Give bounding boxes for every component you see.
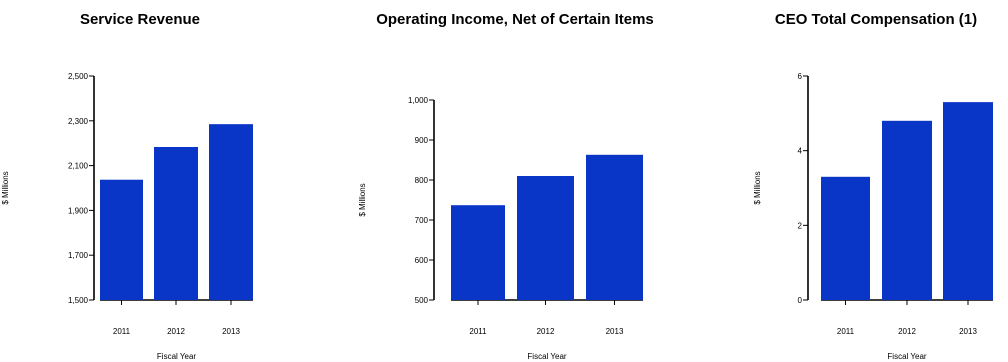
y-tick-label: 500 (415, 296, 429, 305)
x-tick-label: 2011 (837, 327, 855, 336)
bar (154, 147, 198, 300)
chart-title-service-revenue: Service Revenue (79, 11, 201, 28)
x-tick-label: 2012 (167, 327, 185, 336)
x-tick-label: 2013 (959, 327, 977, 336)
y-axis-title: $ Millions (1, 171, 10, 204)
y-tick-label: 700 (415, 216, 429, 225)
y-tick-label: 0 (798, 296, 803, 305)
y-tick-label: 800 (415, 176, 429, 185)
x-tick-label: 2013 (606, 327, 624, 336)
y-tick-label: 900 (415, 136, 429, 145)
y-tick-label: 1,500 (68, 296, 89, 305)
y-tick-label: 2,300 (68, 117, 89, 126)
bar (882, 120, 932, 300)
y-axis-title: $ Millions (358, 183, 367, 216)
bar (451, 205, 505, 300)
bar (209, 124, 253, 300)
y-tick-label: 2 (798, 221, 803, 230)
bar (100, 179, 143, 300)
bar (821, 176, 870, 300)
y-tick-label: 4 (798, 147, 803, 156)
x-axis-title: Fiscal Year (527, 352, 566, 361)
y-tick-label: 6 (798, 72, 803, 81)
x-axis-title: Fiscal Year (157, 352, 196, 361)
x-tick-label: 2012 (537, 327, 555, 336)
y-tick-label: 2,500 (68, 72, 89, 81)
bar (517, 176, 574, 300)
y-tick-label: 600 (415, 256, 429, 265)
y-tick-label: 1,900 (68, 206, 89, 215)
bar (586, 154, 643, 300)
x-tick-label: 2011 (113, 327, 131, 336)
x-tick-label: 2012 (898, 327, 916, 336)
y-tick-label: 1,000 (408, 96, 429, 105)
x-axis-title: Fiscal Year (887, 352, 926, 361)
y-tick-label: 1,700 (68, 251, 89, 260)
chart-title-ceo-compensation: CEO Total Compensation (1) (774, 11, 978, 28)
x-tick-label: 2011 (469, 327, 487, 336)
y-tick-label: 2,100 (68, 162, 89, 171)
chart-title-operating-income: Operating Income, Net of Certain Items (376, 11, 654, 28)
bar (943, 102, 993, 300)
y-axis-title: $ Millions (753, 171, 762, 204)
x-tick-label: 2013 (222, 327, 240, 336)
